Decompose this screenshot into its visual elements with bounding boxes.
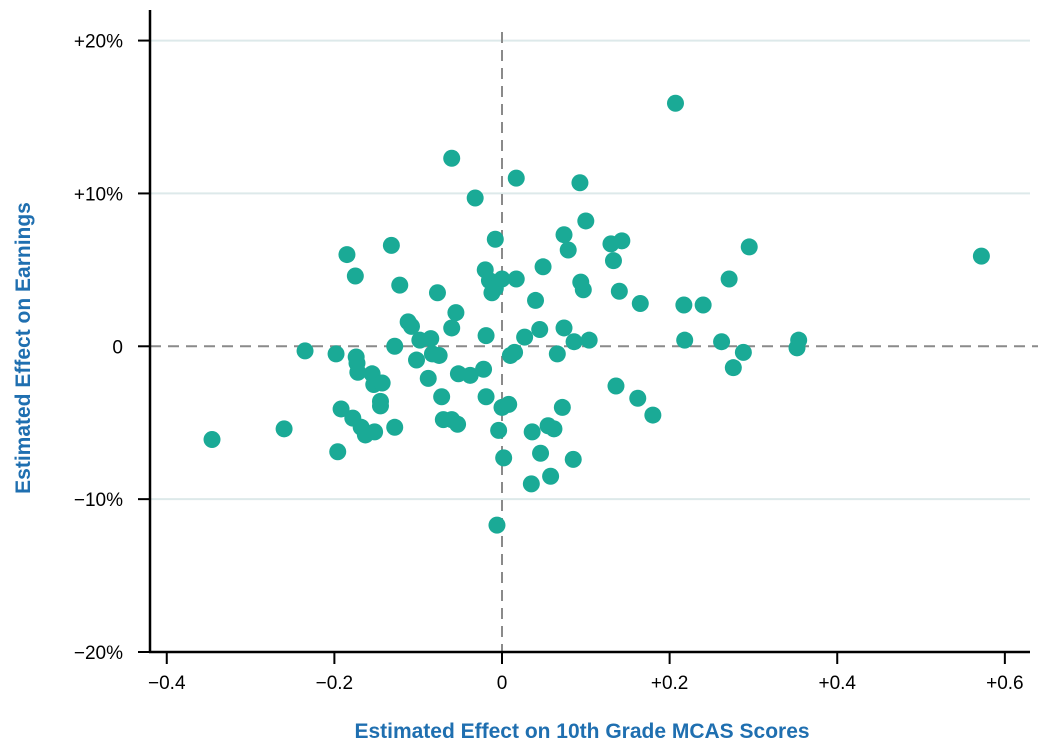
data-point	[373, 374, 391, 392]
data-point	[346, 267, 364, 285]
data-point	[490, 421, 508, 439]
data-point	[203, 431, 221, 449]
data-point	[332, 400, 350, 418]
data-point	[428, 284, 446, 302]
data-point	[694, 296, 712, 314]
data-point	[631, 294, 649, 312]
data-point	[419, 369, 437, 387]
x-axis-title: Estimated Effect on 10th Grade MCAS Scor…	[354, 720, 809, 743]
data-point	[461, 366, 479, 384]
data-point	[666, 94, 684, 112]
data-point	[477, 327, 495, 345]
data-point	[296, 342, 314, 360]
data-point	[327, 345, 345, 363]
data-point	[495, 449, 513, 467]
data-point	[545, 420, 563, 438]
data-point	[629, 389, 647, 407]
data-point	[430, 346, 448, 364]
data-point	[507, 169, 525, 187]
data-point	[527, 291, 545, 309]
data-point	[580, 331, 598, 349]
data-point	[386, 418, 404, 436]
data-point	[493, 270, 511, 288]
grid-lines	[150, 39, 1030, 501]
data-point	[548, 345, 566, 363]
y-tick-label: +10%	[74, 184, 123, 205]
data-point	[523, 423, 541, 441]
x-tick-label: +0.6	[986, 673, 1024, 694]
data-point	[676, 331, 694, 349]
data-point	[433, 388, 451, 406]
data-point	[422, 330, 440, 348]
data-point	[574, 281, 592, 299]
data-point	[607, 377, 625, 395]
y-axis-ticks: −20% −10% 0 +10% +20%	[74, 32, 150, 664]
data-point	[555, 319, 573, 337]
data-point	[565, 333, 583, 351]
x-tick-label: −0.4	[148, 673, 186, 694]
y-tick-label: +20%	[74, 32, 123, 53]
data-point	[338, 246, 356, 264]
y-axis-title: Estimated Effect on Earnings	[12, 202, 35, 494]
data-point	[724, 359, 742, 377]
data-point	[466, 189, 484, 207]
data-point	[488, 516, 506, 534]
data-point	[720, 270, 738, 288]
data-point	[443, 149, 461, 167]
data-point	[534, 258, 552, 276]
data-point	[366, 423, 384, 441]
data-point	[443, 319, 461, 337]
data-point	[559, 241, 577, 259]
data-point	[571, 174, 589, 192]
data-point	[516, 328, 534, 346]
y-tick-label: 0	[112, 337, 123, 358]
data-point	[553, 398, 571, 416]
axes	[148, 10, 1030, 654]
data-point	[506, 343, 524, 361]
data-point	[577, 212, 595, 230]
y-tick-label: −10%	[74, 490, 123, 511]
data-point	[507, 270, 525, 288]
x-tick-label: 0	[497, 673, 508, 694]
data-point	[449, 415, 467, 433]
data-point	[532, 444, 550, 462]
data-point	[542, 467, 560, 485]
data-point	[486, 230, 504, 248]
data-point	[610, 282, 628, 300]
data-point	[713, 333, 731, 351]
data-points	[203, 94, 990, 534]
data-point	[275, 420, 293, 438]
data-point	[475, 360, 493, 378]
x-tick-label: +0.2	[651, 673, 689, 694]
y-tick-label: −20%	[74, 643, 123, 664]
data-point	[564, 450, 582, 468]
data-point	[531, 320, 549, 338]
data-point	[500, 395, 518, 413]
data-point	[371, 397, 389, 415]
data-point	[734, 343, 752, 361]
data-point	[349, 363, 367, 381]
data-point	[555, 226, 573, 244]
data-point	[329, 443, 347, 461]
data-point	[675, 296, 693, 314]
data-point	[477, 388, 495, 406]
data-point	[972, 247, 990, 265]
data-point	[644, 406, 662, 424]
data-point	[408, 351, 426, 369]
x-tick-label: −0.2	[316, 673, 354, 694]
x-tick-label: +0.4	[818, 673, 856, 694]
data-point	[522, 475, 540, 493]
data-point	[613, 232, 631, 250]
data-point	[790, 331, 808, 349]
data-point	[386, 337, 404, 355]
data-point	[382, 236, 400, 254]
x-axis-ticks: −0.4 −0.2 0 +0.2 +0.4 +0.6	[148, 652, 1024, 694]
data-point	[604, 252, 622, 270]
data-point	[447, 304, 465, 322]
data-point	[740, 238, 758, 256]
data-point	[391, 276, 409, 294]
data-point	[402, 317, 420, 335]
